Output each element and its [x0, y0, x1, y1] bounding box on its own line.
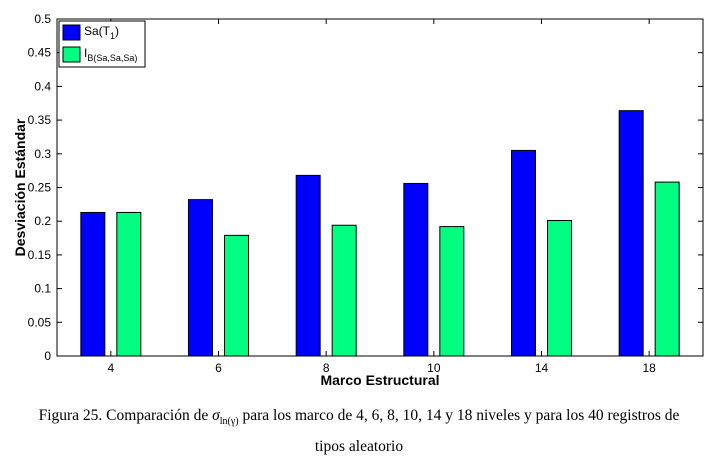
- bar-series-1-10: [403, 182, 429, 357]
- y-tick-label: 0: [44, 349, 51, 363]
- y-tick-label: 0.5: [34, 12, 51, 26]
- legend-label-2: IB(Sa,Sa,Sa): [84, 46, 137, 63]
- bar-series-2-10: [439, 226, 465, 357]
- y-tick-label: 0.45: [28, 46, 52, 60]
- legend-label-1: Sa(T1): [84, 24, 119, 41]
- figure-caption: Figura 25. Comparación de σln(γ) para lo…: [0, 403, 718, 459]
- bar-series-1-18: [618, 110, 644, 357]
- y-axis: 0 0.05 0.1 0.15 0.2 0.25 0.3 0.35 0.4 0.45 0.5: [28, 12, 703, 363]
- x-axis: 4 6 8 10 14 18: [107, 19, 656, 375]
- x-tick-label: 10: [427, 361, 441, 375]
- x-tick-label: 6: [215, 361, 222, 375]
- bar-series-1-8: [295, 174, 321, 357]
- x-tick-label: 14: [535, 361, 549, 375]
- caption-sigma-symbol: σ: [212, 407, 220, 424]
- caption-prefix: Figura 25. Comparación de: [38, 407, 213, 424]
- bars-group: [80, 110, 680, 357]
- y-tick-label: 0.05: [28, 315, 52, 329]
- bar-series-1-14: [511, 149, 536, 357]
- bar-series-1-6: [188, 199, 213, 357]
- x-tick-label: 18: [642, 361, 656, 375]
- legend-swatch-1: [62, 24, 81, 41]
- bar-series-2-14: [547, 220, 572, 357]
- legend-swatch-2: [62, 46, 81, 63]
- bar-series-2-18: [654, 181, 680, 357]
- y-axis-label: Desviación Estándar: [12, 118, 28, 256]
- y-tick-label: 0.25: [28, 181, 52, 195]
- caption-rest: para los marco de 4, 6, 8, 10, 14 y 18 n…: [238, 407, 680, 424]
- caption-line-1: Figura 25. Comparación de σln(γ) para lo…: [0, 403, 718, 434]
- bar-chart: 0 0.05 0.1 0.15 0.2 0.25 0.3 0.35 0.4 0.45 0.5 4 6 8…: [12, 12, 704, 388]
- bar-series-1-4: [80, 211, 106, 357]
- bar-series-2-6: [224, 234, 249, 357]
- y-tick-label: 0.4: [34, 79, 51, 93]
- x-axis-label: Marco Estructural: [320, 372, 439, 388]
- y-tick-label: 0.35: [28, 113, 52, 127]
- y-tick-label: 0.15: [28, 248, 52, 262]
- bar-series-2-4: [116, 211, 142, 357]
- x-tick-label: 8: [323, 361, 330, 375]
- legend: Sa(T1) IB(Sa,Sa,Sa): [58, 20, 146, 68]
- y-tick-label: 0.1: [34, 282, 51, 296]
- bar-series-2-8: [331, 224, 357, 357]
- caption-sigma-subscript: ln(γ): [219, 416, 239, 427]
- plot-area: [56, 18, 704, 357]
- x-tick-label: 4: [107, 361, 114, 375]
- caption-line-2: tipos aleatorio: [314, 438, 404, 455]
- y-tick-label: 0.2: [34, 214, 51, 228]
- y-tick-label: 0.3: [34, 147, 51, 161]
